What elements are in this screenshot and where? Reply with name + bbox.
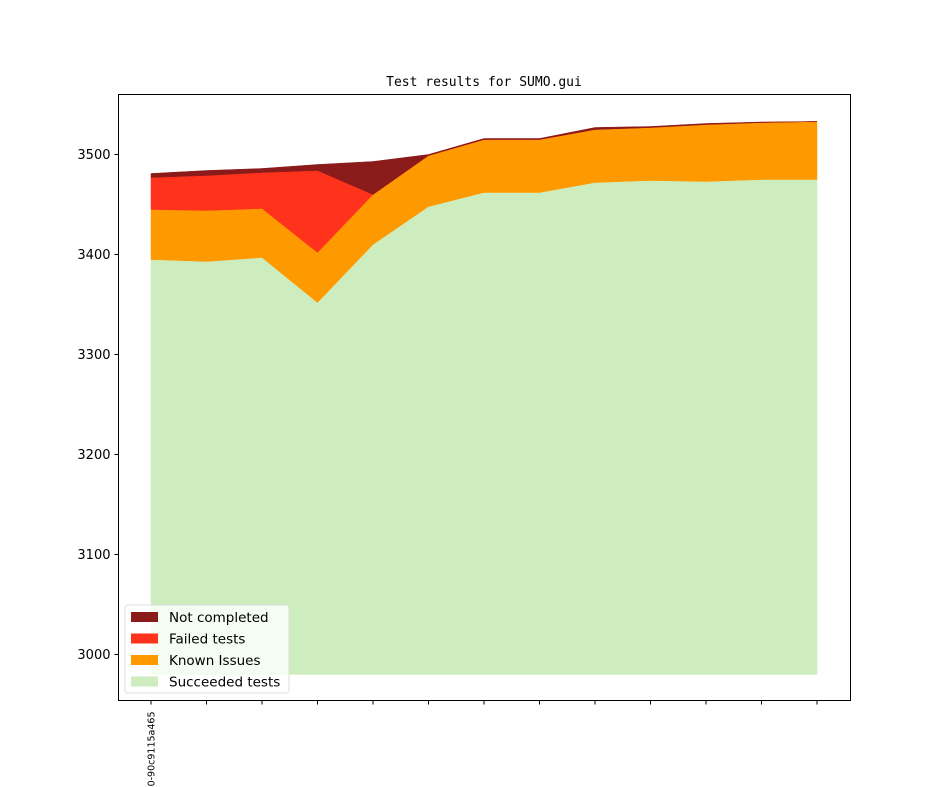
legend-box <box>124 604 290 694</box>
y-tick-label: 3400 <box>77 248 110 263</box>
legend-swatch <box>131 633 158 644</box>
legend-label: Not completed <box>169 610 269 626</box>
x-tick-label: 0-90c9115a465 <box>147 712 158 787</box>
y-tick-label: 3000 <box>77 648 110 663</box>
area-not-completed <box>150 121 818 195</box>
legend-label: Succeeded tests <box>169 675 280 691</box>
legend-label: Failed tests <box>169 632 245 648</box>
y-tick-label: 3200 <box>77 448 110 463</box>
legend-swatch <box>131 655 158 665</box>
legend-label: Known Issues <box>169 653 261 669</box>
legend: Not completed Failed tests Known Issues Suc… <box>124 604 290 694</box>
y-tick-label: 3300 <box>77 348 110 363</box>
y-tick-label: 3500 <box>77 148 110 163</box>
legend-swatch <box>131 676 158 687</box>
legend-swatch <box>131 612 158 622</box>
y-tick-label: 3100 <box>77 548 110 563</box>
chart-title: Test results for SUMO.gui <box>386 75 582 90</box>
